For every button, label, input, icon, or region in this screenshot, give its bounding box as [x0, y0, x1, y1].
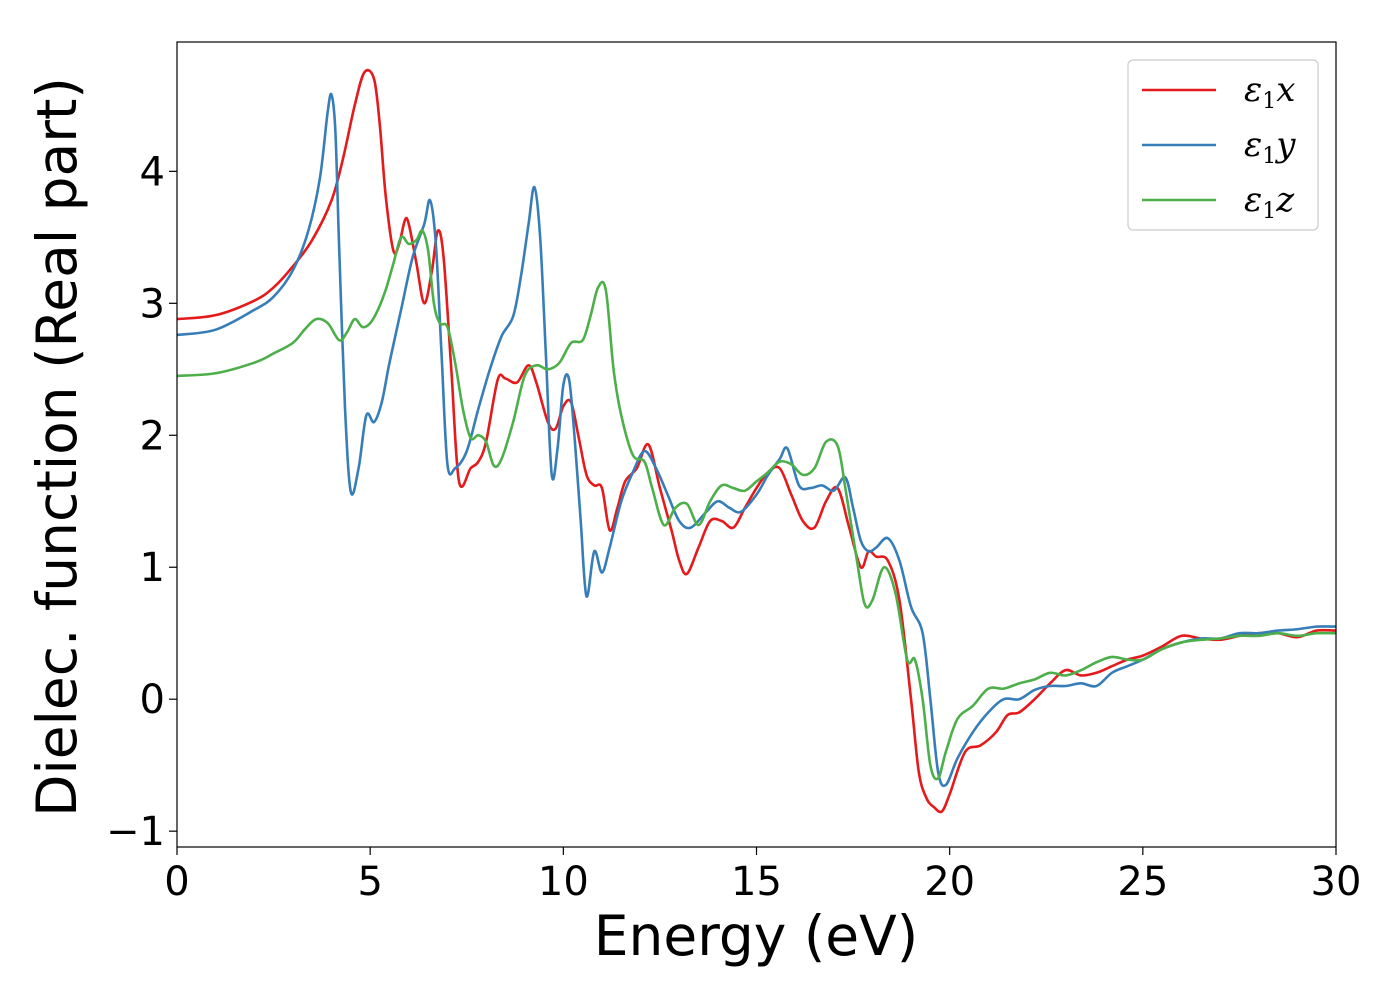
x-tick-label: 15 — [731, 859, 782, 905]
legend-label-x: ε1x — [1244, 70, 1295, 114]
legend: ε1x ε1y ε1z — [1127, 59, 1319, 231]
y-tick-label: 2 — [140, 413, 165, 459]
x-tick-label: 20 — [924, 859, 975, 905]
series-line-y — [176, 92, 1337, 788]
y-tick-label: 4 — [140, 149, 165, 195]
x-axis: 0 5 10 15 20 25 30 — [164, 847, 1361, 905]
x-tick-label: 0 — [164, 859, 189, 905]
series-layer — [176, 68, 1337, 814]
x-tick-label: 10 — [538, 859, 589, 905]
y-tick-label: 3 — [140, 281, 165, 327]
legend-box — [1127, 59, 1319, 231]
x-axis-label: Energy (eV) — [594, 904, 918, 968]
series-line-z — [176, 229, 1337, 781]
y-axis-label: Dielec. function (Real part) — [25, 77, 89, 817]
x-tick-label: 25 — [1117, 859, 1168, 905]
x-tick-label: 5 — [357, 859, 382, 905]
legend-label-y: ε1y — [1244, 125, 1296, 169]
y-tick-label: 0 — [140, 677, 165, 723]
y-axis: −1 0 1 2 3 4 — [106, 149, 177, 855]
legend-label-z: ε1z — [1244, 180, 1295, 224]
series-line-x — [176, 68, 1337, 814]
y-tick-label: 1 — [140, 545, 165, 591]
x-tick-label: 30 — [1311, 859, 1362, 905]
y-tick-label: −1 — [106, 809, 165, 855]
